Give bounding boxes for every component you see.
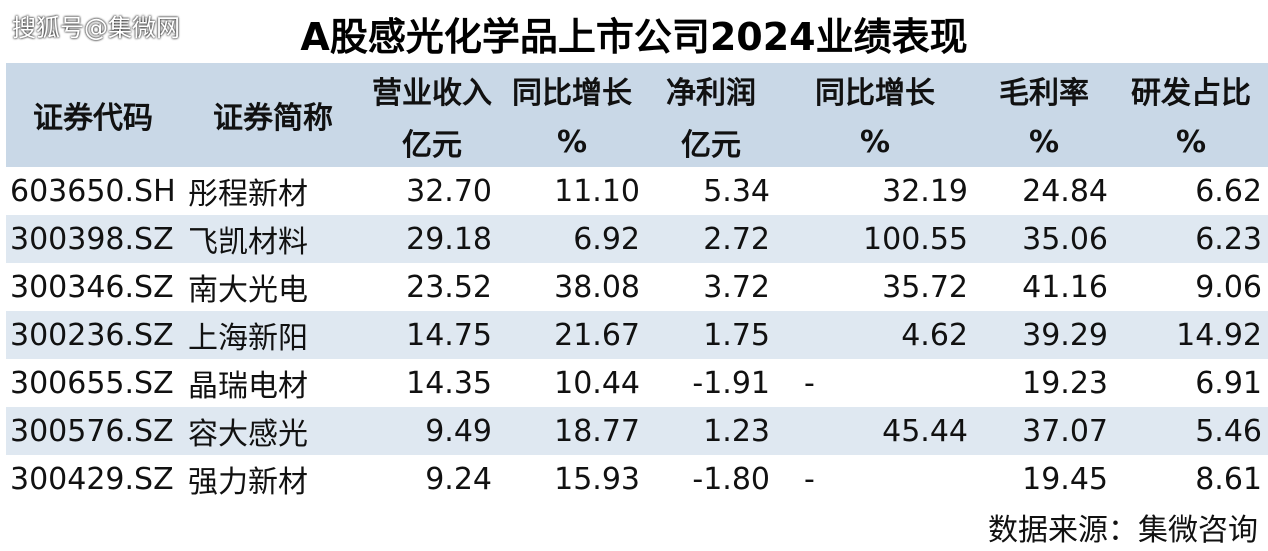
header-code: 证券代码 xyxy=(33,101,153,136)
cell-gross-margin: 37.07 xyxy=(1022,413,1108,449)
unit-gross-margin: % xyxy=(1028,124,1060,160)
table-row: 300236.SZ 上海新阳 14.75 21.67 1.75 4.62 39.… xyxy=(6,311,1268,359)
cell-rd-ratio: 6.62 xyxy=(1195,173,1262,209)
header-rd-ratio: 研发占比 xyxy=(1131,76,1251,111)
cell-code: 300398.SZ xyxy=(10,221,174,257)
cell-name: 飞凯材料 xyxy=(188,225,308,260)
table-row: 300576.SZ 容大感光 9.49 18.77 1.23 45.44 37.… xyxy=(6,407,1268,455)
cell-rd-ratio: 5.46 xyxy=(1195,413,1262,449)
cell-name: 强力新材 xyxy=(188,465,308,500)
source-note: 数据来源：集微咨询 xyxy=(988,513,1258,548)
cell-revenue: 29.18 xyxy=(406,221,492,257)
header-row: 证券代码 证券简称 营业收入 同比增长 净利润 同比增长 毛利率 研发占比 xyxy=(6,63,1268,136)
cell-code: 603650.SH xyxy=(10,173,176,209)
table-body: 603650.SH 彤程新材 32.70 11.10 5.34 32.19 24… xyxy=(6,167,1268,503)
cell-revenue: 9.24 xyxy=(425,461,492,497)
cell-name: 容大感光 xyxy=(188,417,308,452)
cell-profit-growth: - xyxy=(804,365,815,401)
unit-profit: 亿元 xyxy=(681,128,741,163)
cell-profit: 1.23 xyxy=(703,413,770,449)
cell-profit: 2.72 xyxy=(703,221,770,257)
cell-code: 300655.SZ xyxy=(10,365,174,401)
unit-revenue: 亿元 xyxy=(402,128,462,163)
cell-rd-ratio: 8.61 xyxy=(1195,461,1262,497)
cell-revenue: 23.52 xyxy=(406,269,492,305)
cell-profit: -1.91 xyxy=(692,365,770,401)
header-profit: 净利润 xyxy=(666,76,756,111)
cell-name: 彤程新材 xyxy=(188,177,308,212)
unit-rd-ratio: % xyxy=(1175,124,1207,160)
cell-profit-growth: 45.44 xyxy=(882,413,968,449)
page-title: A股感光化学品上市公司2024业绩表现 xyxy=(300,15,968,59)
cell-rev-growth: 21.67 xyxy=(554,317,640,353)
cell-rev-growth: 11.10 xyxy=(554,173,640,209)
cell-revenue: 32.70 xyxy=(406,173,492,209)
cell-rev-growth: 10.44 xyxy=(554,365,640,401)
performance-table: 证券代码 证券简称 营业收入 同比增长 净利润 同比增长 毛利率 研发占比 亿元… xyxy=(6,63,1268,503)
cell-rev-growth: 38.08 xyxy=(554,269,640,305)
cell-name: 晶瑞电材 xyxy=(188,369,308,404)
cell-gross-margin: 41.16 xyxy=(1022,269,1108,305)
table-row: 300429.SZ 强力新材 9.24 15.93 -1.80 - 19.45 … xyxy=(6,455,1268,503)
cell-rd-ratio: 6.23 xyxy=(1195,221,1262,257)
table-row: 300398.SZ 飞凯材料 29.18 6.92 2.72 100.55 35… xyxy=(6,215,1268,263)
cell-revenue: 14.35 xyxy=(406,365,492,401)
header-gross-margin: 毛利率 xyxy=(999,76,1089,111)
cell-code: 300236.SZ xyxy=(10,317,174,353)
cell-code: 300346.SZ xyxy=(10,269,174,305)
cell-code: 300576.SZ xyxy=(10,413,174,449)
cell-rd-ratio: 9.06 xyxy=(1195,269,1262,305)
cell-name: 上海新阳 xyxy=(188,321,308,356)
cell-profit-growth: 100.55 xyxy=(863,221,968,257)
cell-profit: 3.72 xyxy=(703,269,770,305)
cell-gross-margin: 19.45 xyxy=(1022,461,1108,497)
cell-revenue: 9.49 xyxy=(425,413,492,449)
cell-profit-growth: 35.72 xyxy=(882,269,968,305)
unit-rev-growth: % xyxy=(556,124,588,160)
cell-profit-growth: 4.62 xyxy=(901,317,968,353)
cell-rev-growth: 18.77 xyxy=(554,413,640,449)
unit-profit-growth: % xyxy=(859,124,891,160)
cell-rd-ratio: 6.91 xyxy=(1195,365,1262,401)
header-rev-growth: 同比增长 xyxy=(512,76,632,111)
cell-gross-margin: 39.29 xyxy=(1022,317,1108,353)
cell-gross-margin: 35.06 xyxy=(1022,221,1108,257)
header-name: 证券简称 xyxy=(213,101,333,136)
cell-profit: 5.34 xyxy=(703,173,770,209)
cell-rev-growth: 6.92 xyxy=(573,221,640,257)
table-row: 300655.SZ 晶瑞电材 14.35 10.44 -1.91 - 19.23… xyxy=(6,359,1268,407)
cell-profit-growth: - xyxy=(804,461,815,497)
header-revenue: 营业收入 xyxy=(372,76,492,111)
cell-profit-growth: 32.19 xyxy=(882,173,968,209)
cell-name: 南大光电 xyxy=(188,273,308,308)
cell-profit: 1.75 xyxy=(703,317,770,353)
cell-gross-margin: 19.23 xyxy=(1022,365,1108,401)
cell-rev-growth: 15.93 xyxy=(554,461,640,497)
table-row: 603650.SH 彤程新材 32.70 11.10 5.34 32.19 24… xyxy=(6,167,1268,215)
header-profit-growth: 同比增长 xyxy=(815,76,935,111)
table-row: 300346.SZ 南大光电 23.52 38.08 3.72 35.72 41… xyxy=(6,263,1268,311)
cell-profit: -1.80 xyxy=(692,461,770,497)
watermark: 搜狐号@集微网 xyxy=(12,14,180,42)
cell-code: 300429.SZ xyxy=(10,461,174,497)
cell-gross-margin: 24.84 xyxy=(1022,173,1108,209)
cell-rd-ratio: 14.92 xyxy=(1176,317,1262,353)
cell-revenue: 14.75 xyxy=(406,317,492,353)
